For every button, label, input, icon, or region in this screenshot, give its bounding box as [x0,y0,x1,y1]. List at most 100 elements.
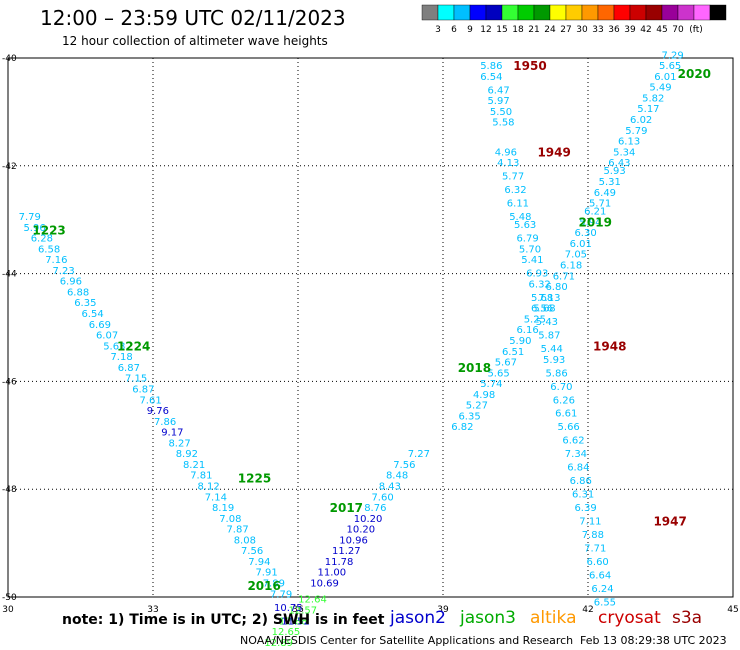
wave-height-point: 8.48 [386,471,408,482]
wave-height-point: 6.21 [584,207,606,218]
wave-height-point: 6.71 [553,271,575,282]
colorbar-tick-label: 70 [672,25,684,35]
wave-height-point: 7.79 [19,212,41,223]
wave-height-point: 6.01 [570,239,592,250]
wave-height-point: 12.64 [298,595,327,606]
wave-height-point: 10.75 [274,603,303,614]
wave-height-point: 8.27 [168,438,190,449]
colorbar-tick-label: 39 [624,25,636,35]
wave-height-point: 6.54 [480,72,502,83]
wave-height-point: 7.29 [661,50,683,61]
wave-height-point: 7.88 [582,530,604,541]
wave-height-point: 10.96 [339,535,368,546]
wave-height-point: 7.11 [579,517,601,528]
wave-height-point: 6.86 [570,476,592,487]
wave-height-point: 10.20 [347,525,376,536]
wave-height-point: 5.97 [487,96,509,107]
wave-height-point: 6.51 [502,347,524,358]
wave-height-point: 7.91 [255,568,277,579]
wave-height-point: 6.32 [504,185,526,196]
wave-height-point: 6.39 [574,503,596,514]
wave-height-point: 7.23 [52,266,74,277]
track-label: 2018 [458,361,491,375]
wave-height-point: 5.82 [642,93,664,104]
wave-height-point: 6.80 [545,282,567,293]
wave-height-point: 5.58 [492,118,514,129]
wave-height-point: 6.62 [562,436,584,447]
track-label: 1948 [593,339,626,353]
x-tick-label: 30 [2,605,14,615]
colorbar-swatch [709,4,727,21]
track-label: 1223 [32,223,65,237]
wave-height-point: 11.78 [325,557,354,568]
wave-height-point: 5.77 [502,172,524,183]
wave-height-point: 7.79 [270,589,292,600]
wave-height-point: 7.13 [538,293,560,304]
wave-height-point: 5.79 [625,126,647,137]
wave-height-point: 5.93 [603,166,625,177]
colorbar-legend: 3 6 9 12 15 18 21 24 27 30 33 36 39 42 45 70 (ft) [421,4,727,35]
wave-height-point: 5.87 [538,331,560,342]
plot-frame [7,57,734,598]
wave-height-point: 5.50 [490,107,512,118]
track-label: 2017 [330,501,363,515]
wave-height-point: 7.05 [565,250,587,261]
wave-height-point: 4.13 [497,158,519,169]
generation-timestamp: Feb 13 08:29:38 UTC 2023 [580,634,727,647]
colorbar-tick-label: 33 [592,25,603,35]
wave-height-point: 11.00 [318,568,347,579]
wave-height-point: 5.49 [649,83,671,94]
wave-height-point: 6.13 [618,137,640,148]
wave-height-point: 11.27 [332,546,361,557]
wave-height-point: 6.79 [516,234,538,245]
x-tick-label: 33 [147,605,158,615]
wave-height-point: 8.19 [212,503,234,514]
colorbar-tick-label: 30 [576,25,588,35]
track-label: 1950 [513,59,546,73]
wave-height-point: 5.17 [637,104,659,115]
wave-height-point: 6.18 [560,261,582,272]
y-tick-label: -48 [2,485,17,495]
wave-height-point: 5.70 [519,244,541,255]
wave-height-point: 6.87 [132,384,154,395]
wave-height-point: 6.84 [567,463,589,474]
wave-height-point: 6.88 [67,287,89,298]
wave-height-point: 9.76 [147,406,169,417]
y-tick-label: -46 [2,377,17,387]
legend-s3a: s3a [672,608,703,628]
wave-height-point: 6.35 [74,298,96,309]
colorbar-tick-label: 36 [608,25,620,35]
colorbar-tick-label: 18 [512,25,524,35]
wave-height-point: 11.52 [281,616,310,627]
wave-height-point: 5.25 [524,314,546,325]
wave-height-point: 5.68 [531,293,553,304]
wave-height-point: 5.27 [466,401,488,412]
wave-height-point: 7.56 [241,546,263,557]
colorbar-tick-label: 45 [656,25,667,35]
legend-jason2: jason2 [390,608,446,628]
wave-height-point: 7.34 [565,449,587,460]
wave-height-point: 6.64 [589,570,611,581]
chart-title: 12:00 – 23:59 UTC 02/11/2023 [40,6,346,30]
wave-height-point: 5.90 [509,336,531,347]
wave-height-point: 4.96 [495,147,517,158]
wave-height-point: 8.21 [183,460,205,471]
wave-height-point: 6.32 [529,279,551,290]
colorbar-unit: (ft) [689,25,703,35]
x-tick-label: 36 [292,605,304,615]
wave-height-point: 6.16 [516,325,538,336]
colorbar-tick-label: 15 [496,25,507,35]
wave-height-point: 9.17 [161,428,183,439]
wave-height-point: 7.16 [45,255,67,266]
wave-height-point: 6.47 [487,85,509,96]
wave-height-point: 6.31 [572,490,594,501]
wave-height-point: 5.86 [480,61,502,72]
wave-height-point: 5.71 [589,199,611,210]
wave-height-point: 7.60 [371,492,393,503]
wave-height-point: 7.08 [219,514,241,525]
track-label: 2020 [678,67,711,81]
wave-height-point: 5.41 [521,255,543,266]
wave-height-point: 12.57 [289,605,318,616]
track-label: 2016 [247,579,280,593]
wave-height-point: 7.27 [408,449,430,460]
